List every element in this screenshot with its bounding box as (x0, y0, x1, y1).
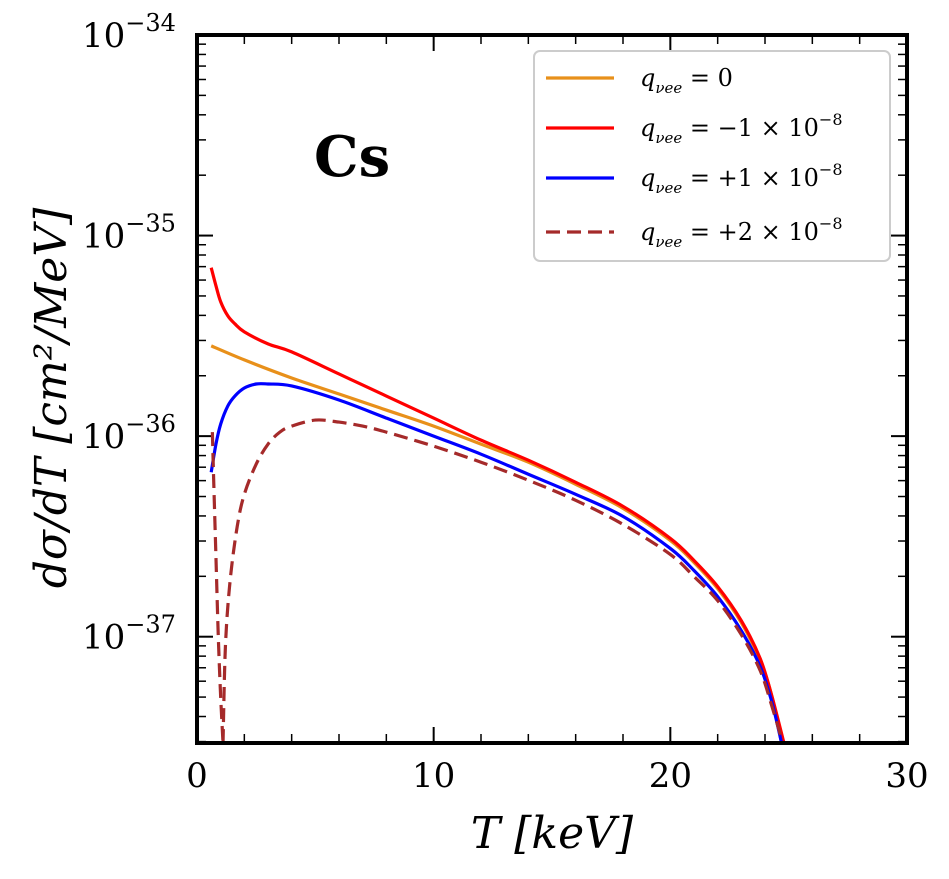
series-layer (209, 267, 786, 743)
series-line-1 (209, 267, 786, 743)
legend-label-0: qνee = 0 (640, 64, 733, 97)
series-line-0 (210, 344, 784, 743)
legend-label-1: qνee = −1 × 10−8 (640, 110, 843, 147)
plot-frame (195, 33, 909, 745)
y-tick-label: 10−37 (82, 611, 176, 658)
legend-box (533, 50, 891, 262)
series-line-2 (209, 382, 784, 743)
y-tick-label: 10−34 (82, 9, 176, 56)
legend-label-3: qνee = +2 × 10−8 (640, 214, 843, 251)
x-tick-label: 10 (412, 756, 455, 796)
legend: qνee = 0 qνee = −1 × 10−8 qνee = +1 × 10−8… (533, 50, 891, 262)
annotation-label: Cs (314, 124, 390, 190)
x-axis-label: T [keV] (471, 808, 634, 859)
x-tick-label: 20 (649, 756, 692, 796)
y-axis-label: dσ/dT [cm²/MeV] (26, 207, 77, 588)
y-tick-label: 10−36 (82, 410, 176, 457)
x-tick-label: 30 (885, 756, 928, 796)
x-tick-labels: 0 10 20 30 (186, 756, 928, 796)
y-tick-label: 10−35 (82, 210, 176, 257)
x-tick-label: 0 (186, 756, 208, 796)
y-tick-labels: 10−34 10−35 10−36 10−37 (82, 9, 176, 658)
legend-label-2: qνee = +1 × 10−8 (640, 160, 843, 197)
series-line-3 (221, 418, 785, 743)
series-line-3 (210, 432, 225, 743)
